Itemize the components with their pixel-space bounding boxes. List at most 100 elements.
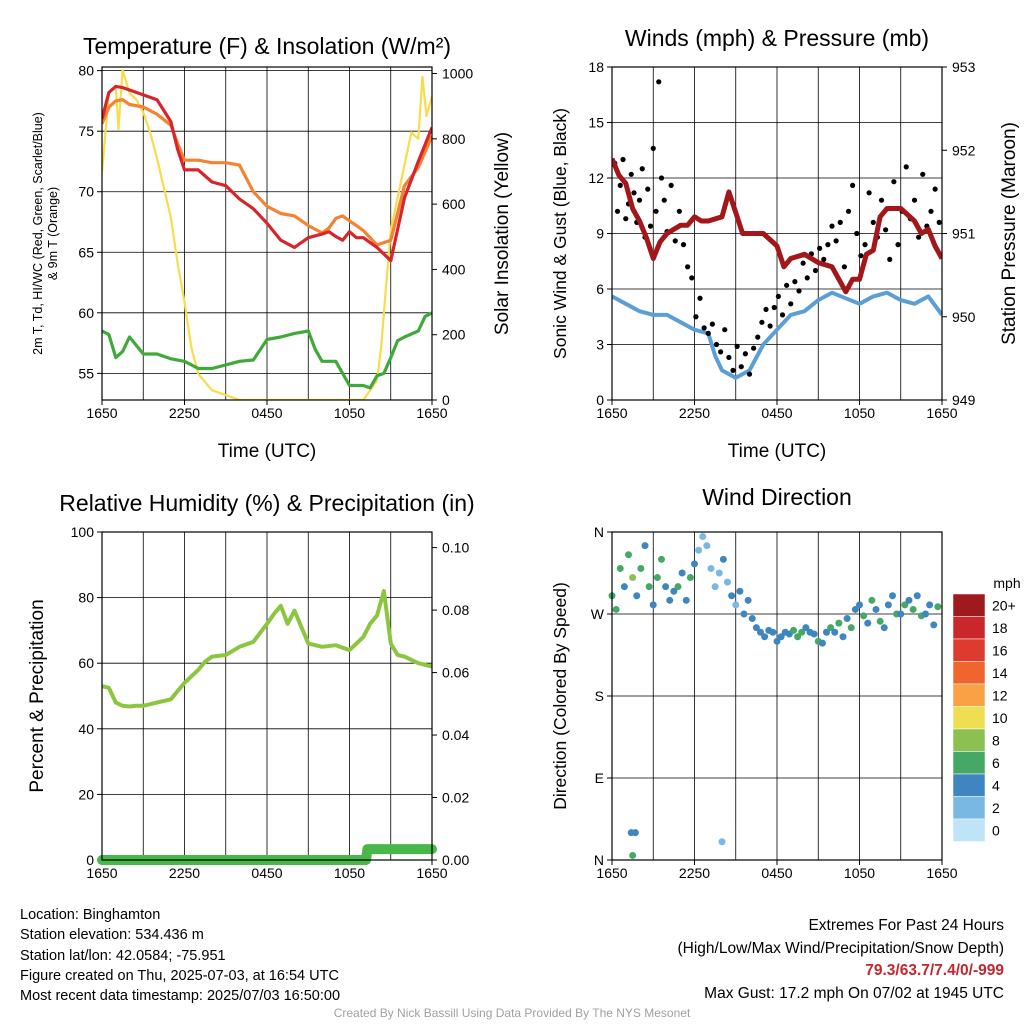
y-axis-label: Sonic Wind & Gust (Blue, Black) [550, 108, 570, 359]
y-tick-label: 6 [596, 281, 604, 297]
location-text: Location: Binghamton [20, 907, 161, 923]
y-tick-label: 18 [588, 59, 604, 75]
direction-point [740, 610, 748, 618]
direction-point [847, 624, 855, 632]
direction-point [872, 605, 880, 613]
legend-label: 0 [992, 822, 1000, 838]
gust-point [647, 223, 654, 229]
gust-point [891, 179, 897, 185]
direction-point [934, 603, 942, 611]
legend-label: 14 [992, 665, 1008, 681]
y-tick-label: 100 [71, 524, 95, 540]
gust-point [817, 245, 823, 251]
gust-point [697, 295, 703, 301]
direction-point [612, 605, 620, 613]
gust-point [936, 219, 942, 225]
gust-point [796, 288, 802, 294]
x-axis-label: Time (UTC) [728, 441, 827, 462]
direction-point [856, 601, 863, 609]
direction-point [653, 574, 661, 582]
direction-point [802, 624, 810, 632]
direction-point [707, 564, 715, 572]
gust-point [920, 171, 926, 177]
legend-swatch [952, 593, 986, 617]
direction-point [897, 610, 905, 618]
x-tick-label: 1650 [926, 405, 957, 421]
direction-point [818, 639, 826, 647]
gust-point [653, 208, 659, 214]
gust-point [742, 351, 748, 357]
direction-point [637, 564, 645, 572]
direction-point [930, 621, 938, 629]
plot-border [101, 66, 433, 401]
gust-point [614, 208, 621, 214]
direction-point [909, 605, 917, 613]
gust-point [903, 164, 909, 170]
gust-point [680, 242, 687, 248]
y2-tick-label: 949 [952, 392, 976, 408]
gust-point [746, 371, 753, 377]
direction-point [773, 637, 781, 645]
extremes-heading: Extremes For Past 24 Hours [808, 917, 1004, 934]
x-tick-label: 1650 [596, 865, 627, 881]
gust-point [661, 197, 667, 203]
x-tick-label: 1650 [86, 865, 117, 881]
direction-point [884, 601, 892, 609]
legend-label: 12 [992, 687, 1008, 703]
y2-tick-label: 950 [952, 309, 976, 325]
gust-point [751, 345, 757, 351]
y-tick-label: 55 [78, 365, 94, 381]
gust-point [833, 238, 839, 244]
gust-point [705, 330, 711, 336]
gust-point [639, 166, 645, 172]
y-tick-label: N [594, 852, 604, 868]
direction-point [876, 617, 884, 625]
direction-point [790, 626, 797, 634]
gust-point [804, 275, 810, 281]
gust-point [709, 321, 715, 327]
y2-axis-label: Station Pressure (Maroon) [999, 122, 1020, 345]
y-tick-label: 80 [78, 63, 94, 79]
gust-point [775, 293, 781, 299]
footer-credit: Created By Nick Bassill Using Data Provi… [333, 1006, 691, 1020]
direction-point [658, 555, 665, 563]
y2-tick-label: 600 [442, 196, 466, 212]
direction-point [823, 628, 830, 636]
direction-point [629, 851, 637, 859]
legend-label: 6 [992, 755, 1000, 771]
y-tick-label: 60 [78, 305, 94, 321]
x-tick-label: 1050 [334, 865, 365, 881]
gust-point [854, 230, 860, 237]
direction-point [719, 555, 727, 563]
direction-point [851, 605, 859, 613]
gust-point [883, 227, 889, 233]
dewpoint-line [102, 311, 432, 390]
legend-label: 20+ [992, 597, 1016, 613]
gust-point [668, 182, 674, 188]
direction-point [699, 533, 707, 541]
legend-label: 10 [992, 710, 1008, 726]
gust-point [656, 79, 662, 85]
wind-line [612, 290, 942, 380]
y-axis-label: Direction (Colored By Speed) [550, 582, 570, 810]
gust-point [738, 364, 744, 370]
direction-point [631, 829, 639, 837]
x-tick-label: 1650 [416, 865, 447, 881]
y-tick-label: 60 [78, 655, 94, 671]
gust-point [825, 242, 831, 248]
extremes-values: 79.3/63.7/7.4/0/-999 [865, 962, 1004, 979]
t9m-line [102, 98, 432, 247]
gust-point [718, 349, 724, 355]
direction-point [777, 633, 785, 641]
direction-point [666, 596, 674, 604]
direction-point [678, 569, 686, 577]
gust-point [845, 208, 852, 214]
gust-point [730, 367, 736, 373]
direction-point [769, 628, 777, 636]
y-axis-label-line: 2m T, Td, HI/WC (Red, Green, Scarlet/Blu… [31, 112, 45, 355]
rh-line [101, 589, 433, 709]
y-tick-label: 0 [596, 392, 604, 408]
max-gust-text: Max Gust: 17.2 mph On 07/02 at 1945 UTC [704, 984, 1004, 1002]
gust-point [763, 306, 769, 312]
panel-3: 1650 2250 0450 1050 16500204060801000.000.02… [27, 490, 475, 881]
